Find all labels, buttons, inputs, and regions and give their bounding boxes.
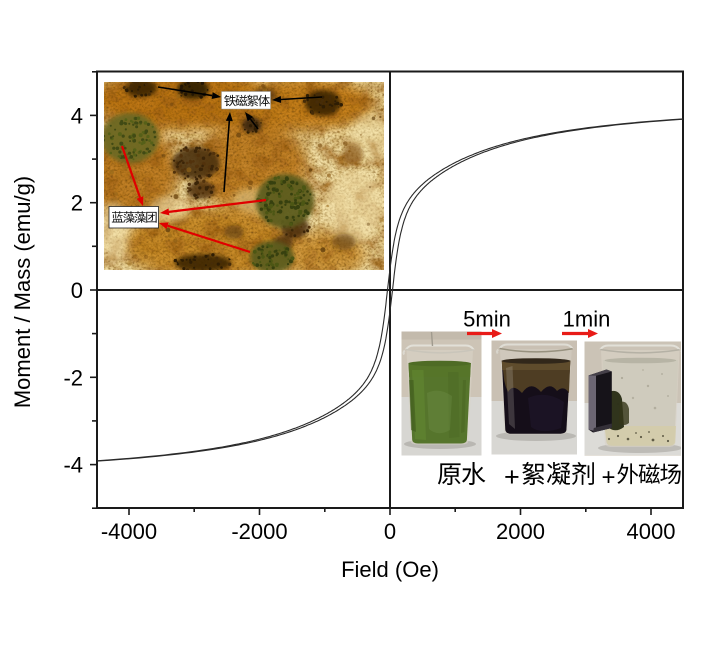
svg-text:+: + (602, 464, 616, 491)
svg-text:2000: 2000 (496, 519, 545, 544)
svg-text:-2000: -2000 (231, 519, 287, 544)
svg-text:Field (Oe): Field (Oe) (341, 557, 439, 582)
svg-text:-4: -4 (63, 453, 83, 478)
svg-text:-2: -2 (63, 365, 83, 390)
svg-text:-4000: -4000 (101, 519, 157, 544)
svg-text:4: 4 (71, 103, 83, 128)
svg-text:5min: 5min (463, 307, 511, 332)
svg-text:+: + (504, 462, 520, 492)
svg-text:1min: 1min (563, 307, 611, 332)
svg-text:0: 0 (384, 519, 396, 544)
svg-text:2: 2 (71, 191, 83, 216)
svg-text:4000: 4000 (627, 519, 676, 544)
svg-text:Moment / Mass (emu/g): Moment / Mass (emu/g) (10, 176, 35, 408)
svg-text:0: 0 (71, 278, 83, 303)
